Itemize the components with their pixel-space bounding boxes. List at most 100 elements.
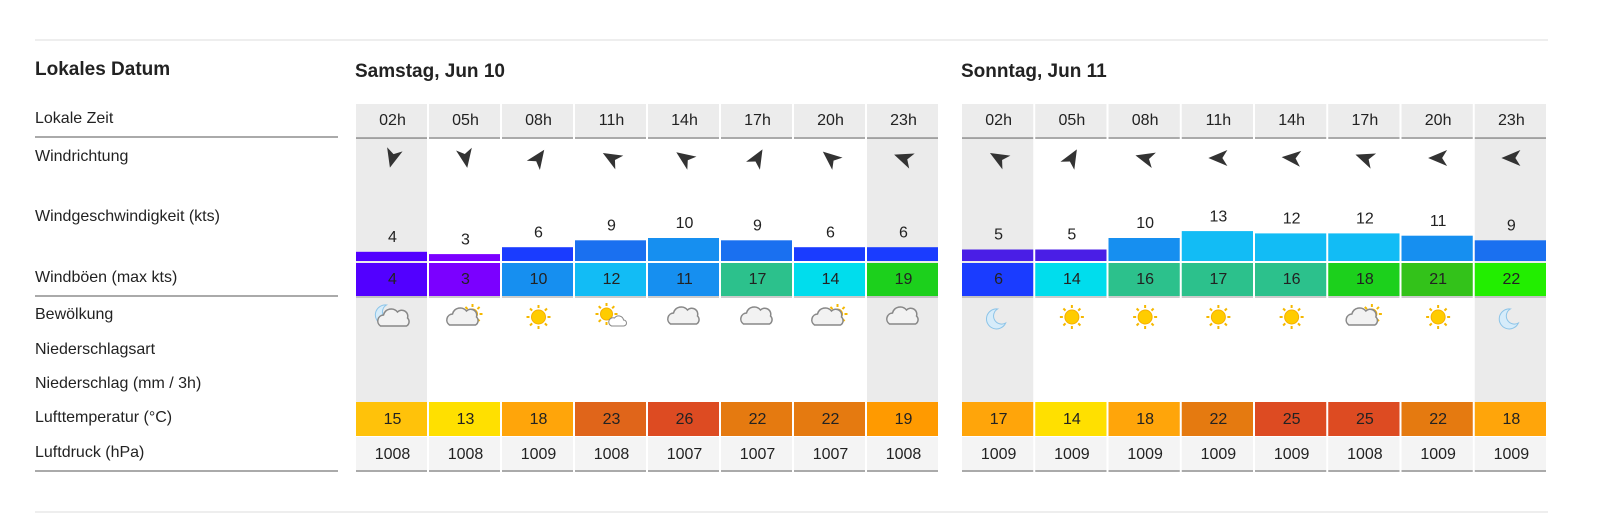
temp-label: 17 — [990, 411, 1008, 428]
gust-cell — [575, 263, 646, 296]
cloud — [740, 306, 773, 325]
temp-cell — [1255, 402, 1327, 436]
pressure-label: 1008 — [375, 446, 411, 463]
sun-ray — [476, 306, 481, 310]
hour-label: 20h — [817, 112, 844, 129]
sun-ray — [544, 307, 548, 312]
cloud-icon — [811, 304, 848, 326]
arrow-shape — [456, 147, 472, 168]
cloud — [1345, 307, 1379, 326]
hour-cell — [356, 104, 427, 137]
wind-arrow — [526, 149, 545, 170]
cloud-icon — [1206, 305, 1231, 329]
row-label: Windgeschwindigkeit (kts) — [35, 208, 220, 225]
arrow-shape — [1428, 150, 1448, 166]
pressure-cell — [1108, 437, 1180, 470]
wind-arrow — [1355, 153, 1377, 169]
sun-ray — [1209, 307, 1213, 312]
pressure-label: 1009 — [981, 446, 1017, 463]
speed-label: 9 — [607, 218, 616, 235]
temp-label: 22 — [822, 411, 840, 428]
sun-ray — [841, 306, 846, 310]
sun-ray — [1297, 307, 1301, 312]
gust-label: 4 — [388, 271, 397, 288]
arrow-shape — [1281, 150, 1302, 167]
speed-bar — [429, 254, 500, 261]
gust-cell — [1108, 263, 1180, 296]
pressure-cell — [1401, 437, 1473, 470]
hour-cell — [1328, 104, 1400, 137]
temp-cell — [962, 402, 1034, 436]
temp-cell — [867, 402, 938, 436]
speed-bar — [575, 240, 646, 261]
sun-ray — [1224, 307, 1228, 312]
gust-label: 16 — [1283, 271, 1301, 288]
temp-cell — [575, 402, 646, 436]
row-label: Lokale Zeit — [35, 110, 114, 127]
gust-label: 21 — [1429, 271, 1447, 288]
sun-ray — [1282, 322, 1286, 327]
pressure-label: 1008 — [594, 446, 630, 463]
gust-cell — [962, 263, 1034, 296]
wind-arrow — [676, 152, 697, 170]
temp-label: 22 — [1429, 411, 1447, 428]
gust-cell — [356, 263, 427, 296]
cloud-icon — [595, 303, 627, 327]
gust-cell — [648, 263, 719, 296]
gust-cell — [1255, 263, 1327, 296]
speed-bar — [867, 247, 938, 261]
arrow-shape — [526, 149, 545, 170]
hour-cell — [962, 104, 1034, 137]
gust-cell — [502, 263, 573, 296]
moon — [1498, 308, 1520, 330]
arrow-shape — [822, 151, 843, 170]
speed-bar — [1401, 235, 1473, 261]
wind-arrow — [1281, 150, 1302, 167]
cloud-icon — [374, 304, 410, 327]
sun-ray — [529, 322, 533, 327]
speed-label: 6 — [899, 224, 908, 241]
pressure-cell — [356, 437, 427, 470]
temp-label: 26 — [676, 411, 694, 428]
hour-cell — [1255, 104, 1327, 137]
temp-label: 13 — [457, 411, 475, 428]
arrow-shape — [1208, 150, 1228, 166]
temp-label: 25 — [1356, 411, 1374, 428]
speed-label: 10 — [676, 215, 694, 232]
temp-cell — [1474, 402, 1546, 436]
temp-cell — [1181, 402, 1253, 436]
wind-arrow — [989, 153, 1011, 170]
gust-cell — [1035, 263, 1107, 296]
pressure-cell — [648, 437, 719, 470]
pressure-label: 1009 — [1494, 446, 1530, 463]
temp-label: 19 — [895, 411, 913, 428]
speed-bar — [1328, 233, 1400, 261]
gust-label: 16 — [1136, 271, 1154, 288]
pressure-cell — [962, 437, 1034, 470]
wind-arrow — [1501, 150, 1521, 166]
hour-label: 02h — [379, 112, 406, 129]
pressure-cell — [1181, 437, 1253, 470]
hour-cell — [1401, 104, 1473, 137]
row-label: Niederschlag (mm / 3h) — [35, 375, 201, 392]
gust-label: 14 — [822, 271, 840, 288]
pressure-cell — [1474, 437, 1546, 470]
wind-arrow — [894, 153, 915, 169]
speed-bar — [356, 251, 427, 261]
hour-label: 23h — [1498, 112, 1525, 129]
sun-ray — [1443, 322, 1448, 327]
sun — [600, 307, 613, 321]
arrow-shape — [602, 153, 624, 170]
pressure-label: 1009 — [1274, 446, 1310, 463]
cloud-icon — [667, 306, 700, 325]
pressure-cell — [1255, 437, 1327, 470]
cloud — [608, 315, 627, 327]
row-label: Luftdruck (hPa) — [35, 444, 144, 461]
speed-label: 6 — [826, 224, 835, 241]
cloud-icon — [446, 304, 483, 326]
hour-label: 17h — [744, 112, 771, 129]
sun-ray — [829, 306, 834, 310]
sun-ray — [1282, 307, 1286, 312]
